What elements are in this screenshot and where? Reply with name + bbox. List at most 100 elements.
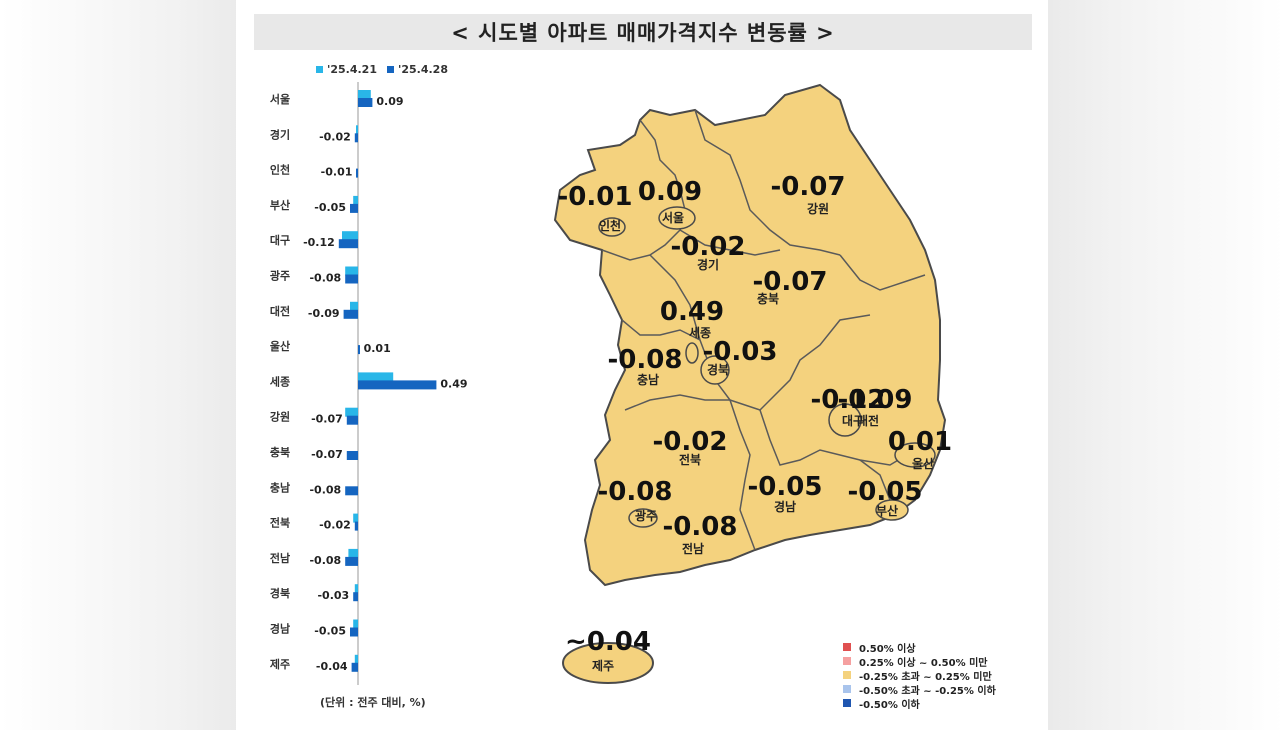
busan-shape: [875, 499, 909, 521]
map-region-name: 제주: [592, 659, 614, 673]
map-region-value: -0.12: [811, 385, 886, 415]
map-legend-label: 0.25% 이상 ~ 0.50% 미만: [859, 657, 988, 669]
category-label: 부산: [270, 198, 290, 212]
bar-this-week: [356, 168, 358, 178]
map-region-value: -0.05: [848, 477, 923, 507]
bar-value-label: -0.08: [309, 554, 341, 567]
map-region-value: -0.08: [663, 512, 738, 542]
legend-item-current: '25.4.28: [387, 63, 448, 76]
bar-prev-week: [348, 548, 358, 558]
bar-prev-week: [353, 195, 358, 205]
bar-value-label: -0.02: [319, 519, 351, 532]
bar-prev-week: [354, 654, 358, 664]
bar-value-label: -0.08: [309, 483, 341, 496]
bar-value-label: -0.05: [314, 201, 346, 214]
bar-this-week: [350, 627, 358, 637]
map-legend-swatch: [843, 685, 851, 693]
map-region-name: 광주: [635, 508, 657, 523]
map-region-name: 세종: [689, 325, 711, 340]
bar-this-week: [338, 239, 358, 249]
legend-item-prev: '25.4.21: [316, 63, 377, 76]
map-legend-row: 0.50% 이상: [843, 640, 996, 655]
map-legend-swatch: [843, 643, 851, 651]
map-legend-swatch: [843, 699, 851, 707]
bar-this-week: [345, 486, 358, 496]
legend-label-prev: '25.4.21: [327, 63, 377, 76]
bar-value-label: -0.08: [309, 272, 341, 285]
map-region-name: 울산: [912, 456, 934, 471]
bar-prev-week: [353, 619, 358, 629]
map-region-name: 강원: [807, 202, 829, 216]
gwangju-shape: [628, 508, 658, 528]
map-region-name: 경남: [774, 499, 796, 514]
title-bar: < 시도별 아파트 매매가격지수 변동률 >: [254, 14, 1032, 50]
map-region-value: 0.09: [638, 177, 702, 207]
ulsan-shape: [894, 442, 936, 468]
category-label: 제주: [270, 657, 290, 671]
bar-this-week: [345, 556, 358, 566]
bar-this-week: [358, 98, 373, 107]
bar-chart: 서울 0.09 경기 -0.02 인천 -0.01 부산 -0.05 대구 -0.12 광주 -0.0…: [270, 82, 468, 685]
bar-value-label: -0.04: [316, 660, 348, 673]
page-title: < 시도별 아파트 매매가격지수 변동률 >: [451, 21, 835, 45]
bar-value-label: -0.12: [303, 236, 335, 249]
map-region-name: 부산: [876, 503, 898, 518]
map-region-name: 인천: [599, 218, 621, 233]
bar-value-label: -0.09: [308, 307, 340, 320]
map-region-value: -0.07: [771, 172, 846, 202]
map-region-value: 0.01: [888, 427, 952, 457]
map-region-name: 대구: [842, 414, 864, 428]
map-region-value: -0.08: [608, 345, 683, 375]
bar-this-week: [354, 521, 358, 531]
sejong-shape: [685, 342, 699, 364]
category-label: 서울: [270, 92, 290, 106]
map-region-value: -0.08: [598, 477, 673, 507]
map-region-value: 0.49: [660, 297, 724, 327]
bar-this-week: [354, 133, 358, 143]
map-legend-row: -0.50% 초과 ~ -0.25% 이하: [843, 682, 996, 697]
map-legend-row: -0.50% 이하: [843, 696, 996, 711]
map-legend-label: -0.50% 이하: [859, 699, 920, 711]
map-region-name: 전북: [679, 452, 701, 467]
category-label: 전북: [270, 516, 290, 530]
category-label: 전남: [270, 551, 290, 565]
map-region-name: 충남: [637, 372, 659, 387]
map-region-name: 대전: [857, 413, 879, 428]
korea-map: -0.01인천0.09서울-0.07강원-0.02경기-0.07충북0.49세종…: [553, 83, 952, 684]
category-label: 충남: [270, 480, 290, 494]
category-label: 경북: [270, 586, 290, 600]
bar-value-label: -0.07: [311, 448, 343, 461]
map-region-value: -0.07: [753, 267, 828, 297]
bar-this-week: [346, 451, 358, 460]
jeju-shape: [562, 642, 654, 684]
bar-value-label: 0.49: [440, 377, 467, 390]
map-legend-swatch: [843, 657, 851, 665]
category-label: 광주: [270, 270, 290, 283]
map-region-value: -0.02: [671, 232, 746, 262]
bar-value-label: -0.05: [314, 625, 346, 638]
legend-label-current: '25.4.28: [398, 63, 448, 76]
map-region-value: -0.03: [703, 337, 778, 367]
bar-prev-week: [345, 407, 358, 417]
category-label: 경기: [270, 127, 290, 141]
chart-legend: '25.4.21 '25.4.28: [316, 63, 448, 76]
bar-value-label: 0.01: [364, 342, 391, 355]
bar-this-week: [350, 203, 358, 213]
bar-prev-week: [353, 513, 358, 523]
map-region-value: -0.01: [558, 182, 633, 212]
category-label: 대전: [270, 304, 290, 318]
map-legend-row: -0.25% 초과 ~ 0.25% 미만: [843, 668, 996, 683]
category-label: 세종: [270, 374, 290, 388]
category-label: 울산: [270, 339, 290, 353]
bar-prev-week: [358, 372, 394, 382]
map-region-value: -0.09: [838, 385, 913, 415]
unit-note: (단위 : 전주 대비, %): [320, 696, 426, 709]
bar-value-label: -0.03: [317, 589, 349, 602]
map-region-name: 서울: [662, 210, 684, 225]
map-region-name: 전남: [682, 541, 704, 556]
bar-prev-week: [354, 584, 358, 594]
map-legend-swatch: [843, 671, 851, 679]
category-label: 대구: [270, 233, 290, 247]
map-region-name: 경기: [697, 257, 719, 272]
category-label: 충북: [270, 445, 290, 459]
